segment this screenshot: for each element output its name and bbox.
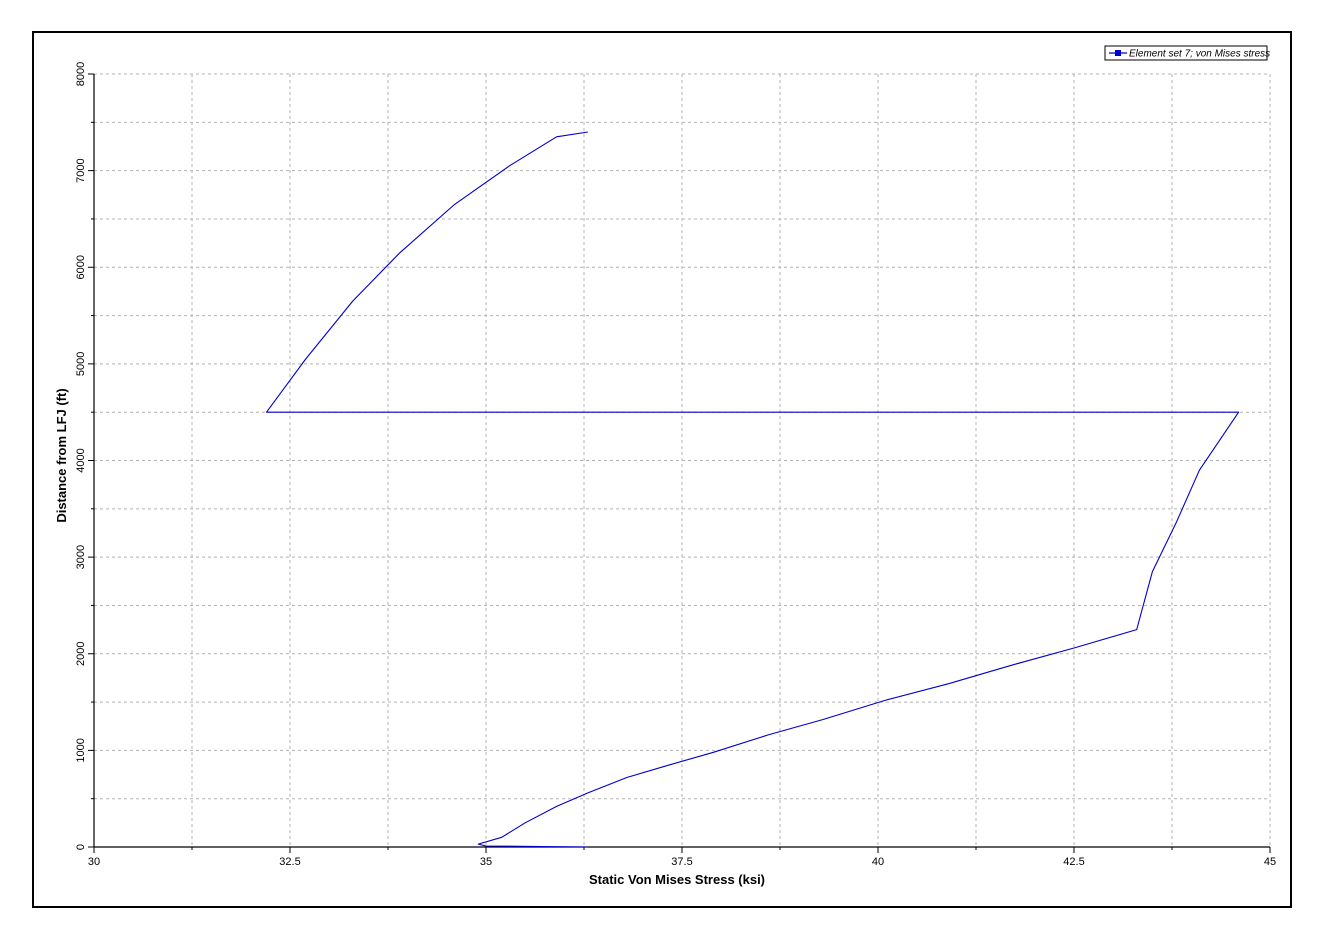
y-tick-label: 6000: [75, 255, 87, 279]
chart-frame: [32, 31, 1292, 908]
y-axis-title: Distance from LFJ (ft): [54, 388, 69, 522]
x-tick-label: 30: [88, 856, 100, 868]
x-tick-label: 32.5: [279, 856, 300, 868]
x-tick-label: 45: [1264, 856, 1276, 868]
series-layer: [265, 131, 1240, 848]
legend: Element set 7; von Mises stress: [1104, 45, 1270, 61]
y-tick-label: 0: [75, 844, 87, 850]
y-axis: 0 1000 2000 3000 4000 5000 6000 7000 8000: [75, 62, 95, 850]
x-tick-label: 40: [872, 856, 884, 868]
series-line: [265, 131, 1240, 848]
legend-marker-swatch: [1115, 50, 1121, 56]
y-tick-label: 2000: [75, 642, 87, 666]
y-tick-label: 1000: [75, 738, 87, 762]
x-axis: 30 32.5 35 37.5 40 42.5 45: [88, 846, 1276, 868]
x-axis-title: Static Von Mises Stress (ksi): [589, 872, 765, 887]
y-tick-label: 5000: [75, 352, 87, 376]
y-tick-label: 7000: [75, 158, 87, 182]
x-tick-label: 37.5: [671, 856, 692, 868]
grid: [94, 73, 1271, 847]
legend-entry: Element set 7; von Mises stress: [1129, 49, 1270, 60]
x-tick-label: 42.5: [1063, 856, 1084, 868]
y-tick-label: 3000: [75, 545, 87, 569]
y-tick-label: 8000: [75, 62, 87, 86]
x-tick-label: 35: [480, 856, 492, 868]
y-tick-label: 4000: [75, 448, 87, 472]
legend-box: [1104, 45, 1268, 61]
